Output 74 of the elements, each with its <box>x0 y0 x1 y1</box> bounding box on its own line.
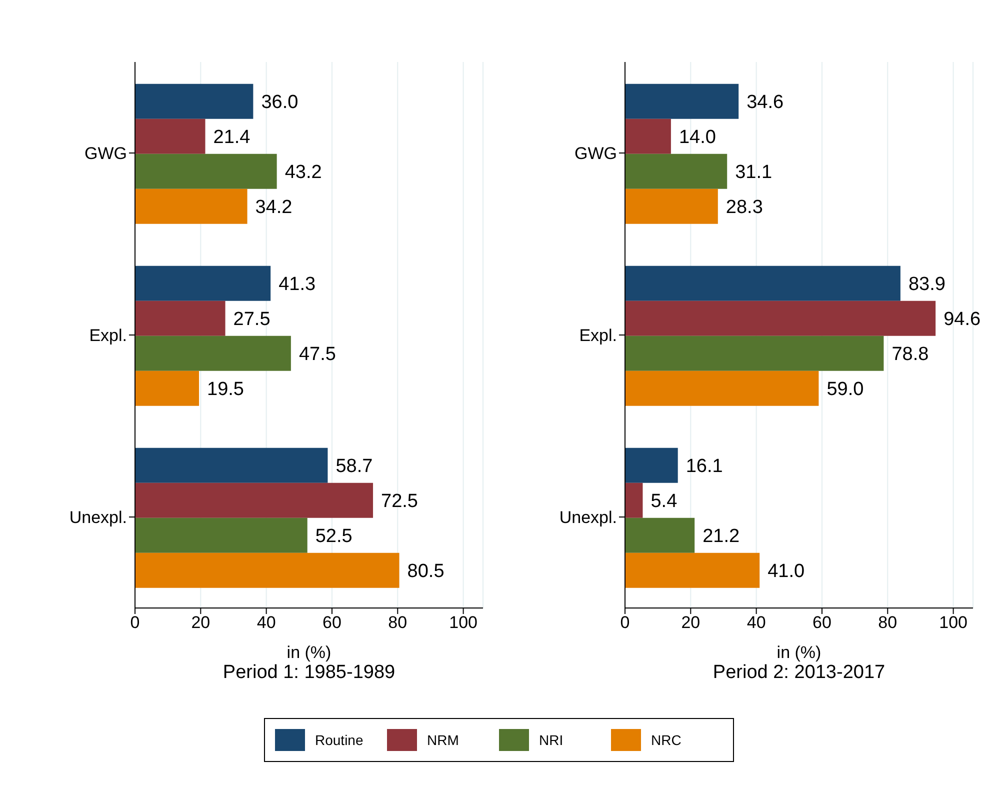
data-label: 5.4 <box>650 490 678 512</box>
x-tick-label: 60 <box>322 613 342 632</box>
text: Period 1: 1985-1989 <box>222 662 396 684</box>
data-label: 58.7 <box>336 456 373 477</box>
x-tick-label: 40 <box>746 613 766 632</box>
bar <box>135 266 271 301</box>
bar <box>625 118 671 154</box>
data-label: 78.8 <box>892 344 929 365</box>
data-label: 47.5 <box>298 344 336 365</box>
data-label: 80.5 <box>407 560 444 582</box>
data-label: 27.5 <box>233 308 270 330</box>
x-tick-label: 20 <box>191 613 210 632</box>
data-label: 94.6 <box>944 308 981 330</box>
bar <box>625 518 695 553</box>
data-label: 34.2 <box>255 196 292 218</box>
x-tick-label: 60 <box>812 613 832 632</box>
bar <box>625 482 643 518</box>
data-label: 41.3 <box>278 274 316 295</box>
bar <box>625 300 936 336</box>
bar <box>135 118 206 154</box>
bar <box>625 84 739 119</box>
data-label: 83.9 <box>908 274 946 295</box>
legend-label: NRM <box>427 732 459 748</box>
data-label: 16.1 <box>686 456 723 477</box>
bar <box>625 266 900 301</box>
data-label: 59.0 <box>826 378 864 400</box>
y-tick-label: Unexpl. <box>559 508 617 528</box>
x-tick-label: 0 <box>620 613 630 632</box>
x-tick-label: 80 <box>878 613 898 632</box>
x-axis-title: in (%) <box>776 643 822 662</box>
bar <box>625 154 728 189</box>
bar <box>135 336 291 371</box>
data-label: 21.4 <box>213 126 251 148</box>
x-tick-label: 80 <box>388 613 408 632</box>
legend-label: NRI <box>539 732 564 748</box>
bar <box>135 370 200 406</box>
text: Period 2: 2013-2017 <box>712 662 886 684</box>
data-label: 31.1 <box>735 162 772 183</box>
bar <box>135 482 374 518</box>
x-tick-label: 40 <box>256 613 276 632</box>
bar <box>625 370 819 406</box>
data-label: 34.6 <box>746 92 784 113</box>
x-tick-label: 100 <box>939 613 968 632</box>
data-label: 72.5 <box>381 490 418 512</box>
bar <box>135 448 328 483</box>
x-tick-label: 0 <box>130 613 140 632</box>
y-tick-label: GWG <box>574 144 617 164</box>
bar <box>135 300 226 336</box>
data-label: 19.5 <box>207 378 244 400</box>
bar <box>625 188 718 224</box>
data-label: 21.2 <box>702 526 740 547</box>
legend-label: NRC <box>651 732 682 748</box>
bar <box>135 154 277 189</box>
legend-label: Routine <box>315 732 364 748</box>
y-tick-label: Unexpl. <box>69 508 127 528</box>
x-tick-label: 100 <box>449 613 478 632</box>
y-tick-label: GWG <box>84 144 127 164</box>
data-label: 41.0 <box>768 560 805 582</box>
bar <box>135 552 400 588</box>
data-label: 28.3 <box>726 196 763 218</box>
data-label: 43.2 <box>284 162 322 183</box>
bar <box>135 84 254 119</box>
data-label: 52.5 <box>315 526 352 547</box>
bar <box>625 448 678 483</box>
y-tick-label: Expl. <box>579 326 617 346</box>
data-label: 14.0 <box>678 126 716 148</box>
x-tick-label: 20 <box>681 613 700 632</box>
y-tick-label: Expl. <box>89 326 127 346</box>
bar <box>135 188 248 224</box>
data-label: 36.0 <box>261 92 298 113</box>
bar <box>625 336 884 371</box>
x-axis-title: in (%) <box>286 643 332 662</box>
bar <box>135 518 308 553</box>
bar <box>625 552 760 588</box>
